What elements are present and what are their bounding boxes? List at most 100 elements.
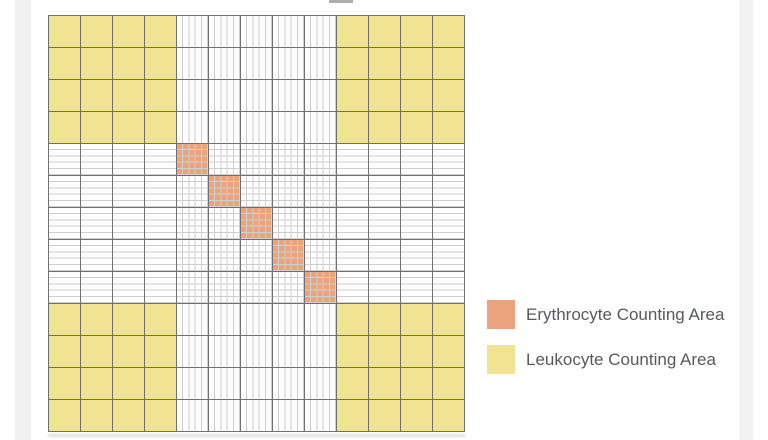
leukocyte-area-cell (81, 16, 112, 47)
leukocyte-area-cell (433, 80, 464, 111)
grid-cell (305, 304, 336, 335)
grid-cell (81, 272, 112, 303)
grid-cell (177, 304, 208, 335)
leukocyte-area-cell (369, 336, 400, 367)
grid-cell (177, 336, 208, 367)
grid-cell (433, 208, 464, 239)
leukocyte-area-cell (145, 368, 176, 399)
grid-cell (337, 176, 368, 207)
leukocyte-area-cell (49, 48, 80, 79)
leukocyte-area-cell (337, 80, 368, 111)
grid-cell (81, 176, 112, 207)
grid-cell (209, 208, 240, 239)
grid-cell (49, 272, 80, 303)
leukocyte-area-cell (49, 16, 80, 47)
leukocyte-color-swatch (487, 345, 515, 374)
leukocyte-area-cell (433, 48, 464, 79)
leukocyte-area-cell (145, 304, 176, 335)
grid-cell (49, 144, 80, 175)
grid-cell (177, 176, 208, 207)
leukocyte-area-cell (433, 112, 464, 143)
grid-cell (241, 48, 272, 79)
grid-cell (401, 208, 432, 239)
grid-cell (177, 16, 208, 47)
grid-cell (241, 304, 272, 335)
grid-cell (273, 144, 304, 175)
grid-cell (81, 208, 112, 239)
grid-cell (177, 240, 208, 271)
grid-cell (433, 176, 464, 207)
grid-cell (209, 112, 240, 143)
leukocyte-area-cell (81, 48, 112, 79)
grid-cell (241, 272, 272, 303)
leukocyte-area-cell (113, 112, 144, 143)
leukocyte-area-cell (337, 368, 368, 399)
grid-cell (273, 48, 304, 79)
grid-cell (401, 240, 432, 271)
grid-cell (305, 240, 336, 271)
erythrocyte-area-cell (177, 144, 208, 175)
grid-cell (145, 144, 176, 175)
grid-cell (209, 304, 240, 335)
erythrocyte-color-swatch (487, 300, 515, 329)
grid-cell (209, 272, 240, 303)
grid-cell (177, 368, 208, 399)
grid-cell (369, 176, 400, 207)
grid-cell (433, 144, 464, 175)
grid-cell (305, 400, 336, 431)
grid-cell (273, 336, 304, 367)
grid-cell (369, 272, 400, 303)
leukocyte-area-cell (145, 112, 176, 143)
grid-cell (113, 144, 144, 175)
grid-cell (241, 240, 272, 271)
leukocyte-area-cell (113, 400, 144, 431)
grid-bottom-shadow (48, 434, 465, 437)
erythrocyte-area-cell (241, 208, 272, 239)
leukocyte-area-cell (113, 336, 144, 367)
leukocyte-area-cell (369, 48, 400, 79)
leukocyte-area-cell (433, 400, 464, 431)
leukocyte-area-cell (369, 16, 400, 47)
legend-item-leukocyte: Leukocyte Counting Area (487, 345, 724, 374)
grid-cell (337, 272, 368, 303)
leukocyte-area-cell (49, 368, 80, 399)
page-left-margin (15, 0, 31, 440)
grid-cell (305, 112, 336, 143)
grid-cell (273, 400, 304, 431)
grid-cell (401, 176, 432, 207)
leukocyte-area-cell (401, 336, 432, 367)
leukocyte-area-cell (369, 304, 400, 335)
grid-cell (209, 144, 240, 175)
grid-cell (273, 272, 304, 303)
legend-item-erythrocyte: Erythrocyte Counting Area (487, 300, 724, 329)
grid-cell (273, 304, 304, 335)
grid-cell (433, 240, 464, 271)
grid-cell (305, 80, 336, 111)
grid-cell (337, 208, 368, 239)
leukocyte-area-cell (145, 16, 176, 47)
page-right-margin (739, 0, 753, 440)
leukocyte-area-cell (145, 80, 176, 111)
leukocyte-area-cell (49, 80, 80, 111)
grid-cell (241, 80, 272, 111)
leukocyte-area-cell (401, 16, 432, 47)
grid-cell (369, 240, 400, 271)
grid-cell (145, 240, 176, 271)
leukocyte-area-cell (81, 336, 112, 367)
grid-cell (177, 272, 208, 303)
grid-cell (241, 16, 272, 47)
leukocyte-area-cell (81, 368, 112, 399)
grid-cell (241, 400, 272, 431)
leukocyte-area-cell (337, 112, 368, 143)
leukocyte-area-cell (401, 368, 432, 399)
erythrocyte-legend-label: Erythrocyte Counting Area (526, 304, 725, 324)
grid-cell (401, 272, 432, 303)
grid-cell (209, 368, 240, 399)
grid-cell (209, 16, 240, 47)
grid-cell (241, 112, 272, 143)
leukocyte-area-cell (49, 400, 80, 431)
grid-cell (433, 272, 464, 303)
leukocyte-area-cell (433, 336, 464, 367)
grid-cell (177, 112, 208, 143)
grid-cell (113, 176, 144, 207)
